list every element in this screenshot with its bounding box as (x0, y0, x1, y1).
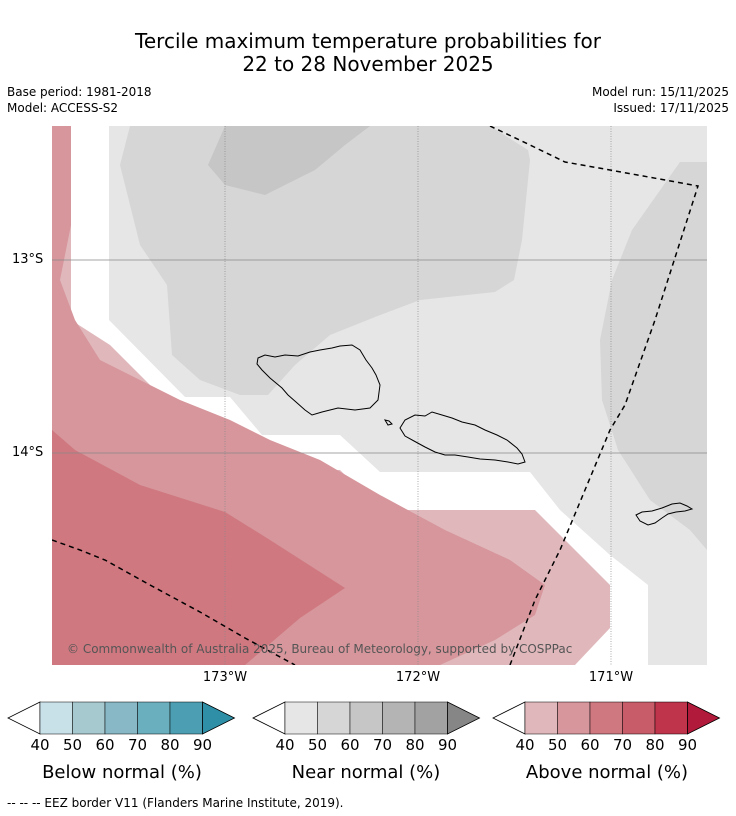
islands (256, 344, 694, 526)
colorbar-below-tick: 90 (192, 736, 213, 754)
lat-label-14s: 14°S (12, 445, 44, 460)
colorbar-near-tick: 50 (307, 736, 328, 754)
colorbar-near-tick: 60 (340, 736, 360, 754)
colorbar-near-segment (382, 701, 416, 735)
colorbar-near-tick: 70 (372, 736, 393, 754)
colorbar-below-segment (104, 701, 138, 735)
model-name: Model: ACCESS-S2 (7, 101, 119, 115)
colorbar-above-segment (622, 701, 656, 735)
near-normal-50-60-region (120, 126, 530, 395)
colorbar-below-segment (169, 701, 203, 735)
model-run: Model run: 15/11/2025 (591, 85, 729, 99)
colorbar-above-tick: 80 (645, 736, 665, 754)
colorbar-below-segment (137, 701, 171, 735)
colorbar-below-tick: 40 (30, 736, 50, 754)
graticule (52, 126, 707, 665)
colorbar-below-tick: 70 (127, 736, 148, 754)
colorbars (7, 701, 721, 735)
colorbar-above-tick: 90 (677, 736, 698, 754)
colorbar-below-arrow-left (7, 701, 41, 735)
colorbar-above-tick: 50 (547, 736, 568, 754)
lon-label-171w: 171°W (588, 670, 634, 685)
colorbar-above-segment (589, 701, 623, 735)
colorbar-below-tick: 80 (160, 736, 180, 754)
map-title: Tercile maximum temperature probabilitie… (0, 30, 736, 76)
issued-date: Issued: 17/11/2025 (613, 101, 729, 115)
colorbar-below-title: Below normal (%) (42, 762, 202, 783)
colorbar-near-arrow-right (447, 701, 481, 735)
colorbar-above-segment (524, 701, 558, 735)
colorbar-below-segment (72, 701, 106, 735)
savaii-island (256, 344, 381, 416)
colorbar-near-tick: 40 (275, 736, 295, 754)
eez-border (52, 126, 699, 665)
colorbar-below-tick: 50 (62, 736, 83, 754)
colorbar-near-segment (284, 701, 318, 735)
colorbar-below-tick: 60 (95, 736, 115, 754)
manono-island (383, 419, 393, 426)
colorbar-near-tick: 90 (437, 736, 458, 754)
copyright-note: © Commonwealth of Australia 2025, Bureau… (67, 642, 573, 656)
lon-label-173w: 173°W (202, 670, 248, 685)
meta-right: Model run: 15/11/2025 Issued: 17/11/2025 (592, 84, 729, 116)
above-normal-60-70-region (52, 430, 345, 665)
near-normal-60-70-region (208, 126, 370, 195)
title-line-2: 22 to 28 November 2025 (242, 52, 494, 76)
colorbar-above-segment (654, 701, 688, 735)
colorbar-above-arrow-left (492, 701, 526, 735)
colorbar-near-tick: 80 (405, 736, 425, 754)
colorbar-above-segment (557, 701, 591, 735)
lon-label-172w: 172°W (395, 670, 441, 685)
meta-left: Base period: 1981-2018 Model: ACCESS-S2 (7, 84, 152, 116)
colorbar-below-segment (39, 701, 73, 735)
colorbar-near-arrow-left (252, 701, 286, 735)
upolu-island (399, 411, 526, 465)
colorbar-below-arrow-right (202, 701, 236, 735)
colorbar-above-tick: 40 (515, 736, 535, 754)
base-period: Base period: 1981-2018 (7, 85, 152, 99)
colorbar-above-title: Above normal (%) (525, 762, 689, 783)
colorbar-above-tick: 60 (580, 736, 600, 754)
colorbar-above-arrow-right (687, 701, 721, 735)
lat-label-13s: 13°S (12, 252, 44, 267)
colorbar-near-segment (414, 701, 448, 735)
tutuila-island (635, 502, 694, 526)
map-area (52, 126, 707, 665)
colorbar-near-segment (349, 701, 383, 735)
title-line-1: Tercile maximum temperature probabilitie… (135, 29, 601, 53)
eez-note: -- -- -- EEZ border V11 (Flanders Marine… (7, 796, 344, 810)
colorbar-above-tick: 70 (612, 736, 633, 754)
colorbar-near-title: Near normal (%) (291, 762, 441, 783)
colorbar-near-segment (317, 701, 351, 735)
